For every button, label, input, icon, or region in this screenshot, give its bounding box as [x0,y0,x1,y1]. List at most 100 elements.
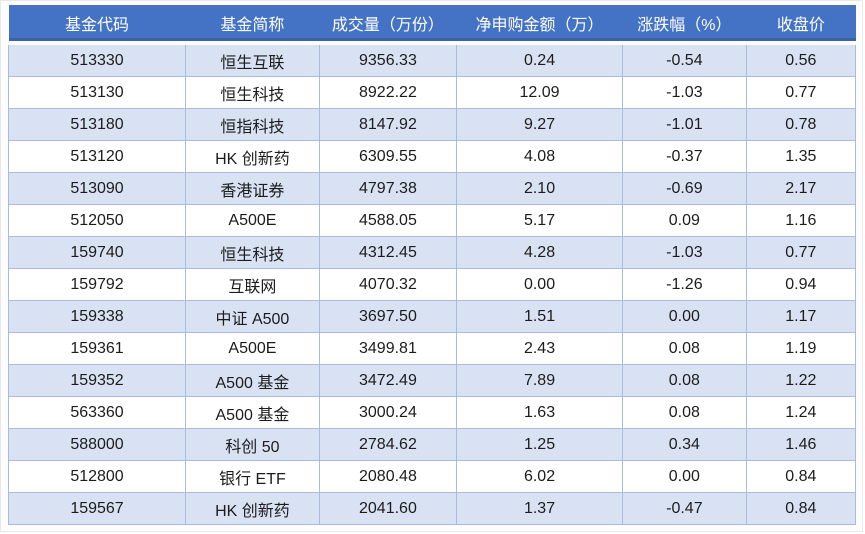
cell-close_price: 0.78 [745,108,857,141]
cell-net_subscription: 0.24 [456,42,624,77]
cell-close_price: 1.35 [745,140,857,173]
cell-net_subscription: 2.43 [456,332,624,365]
cell-change_pct: -1.26 [622,268,747,301]
cell-name: 中证 A500 [185,300,320,333]
cell-volume: 8922.22 [318,76,458,109]
cell-net_subscription: 5.17 [456,204,624,237]
cell-change_pct: -0.37 [622,140,747,173]
cell-code: 588000 [7,428,187,461]
cell-code: 159361 [7,332,187,365]
cell-volume: 4070.32 [318,268,458,301]
cell-net_subscription: 1.37 [456,492,624,525]
cell-name: 香港证券 [185,172,320,205]
table-row: 159352 A500 基金 3472.49 7.89 0.08 1.22 [7,364,857,397]
cell-net_subscription: 1.51 [456,300,624,333]
column-header-net_subscription: 净申购金额（万） [456,5,623,45]
cell-net_subscription: 6.02 [456,460,624,493]
cell-volume: 2784.62 [318,428,458,461]
cell-code: 513130 [7,76,187,109]
cell-close_price: 0.94 [745,268,857,301]
table-row: 159567 HK 创新药 2041.60 1.37 -0.47 0.84 [7,492,857,525]
column-header-name: 基金简称 [185,5,320,45]
cell-close_price: 1.22 [745,364,857,397]
cell-name: A500 基金 [185,396,320,429]
cell-name: A500 基金 [185,364,320,397]
cell-change_pct: -1.01 [622,108,747,141]
cell-volume: 3499.81 [318,332,458,365]
table-row: 159361 A500E 3499.81 2.43 0.08 1.19 [7,332,857,365]
fund-table: 基金代码 基金简称 成交量（万份） 净申购金额（万） 涨跌幅（%） 收盘价 513330 恒… [7,5,857,525]
cell-name: 恒生科技 [185,76,320,109]
cell-close_price: 0.77 [745,236,857,269]
cell-volume: 2041.60 [318,492,458,525]
cell-net_subscription: 2.10 [456,172,624,205]
cell-change_pct: -0.54 [622,42,747,77]
cell-name: HK 创新药 [185,492,320,525]
cell-code: 159352 [7,364,187,397]
table-row: 513330 恒生互联 9356.33 0.24 -0.54 0.56 [7,42,857,77]
cell-change_pct: 0.08 [622,396,747,429]
cell-change_pct: -1.03 [622,76,747,109]
cell-close_price: 0.84 [745,492,857,525]
header-row: 基金代码 基金简称 成交量（万份） 净申购金额（万） 涨跌幅（%） 收盘价 [8,5,856,45]
table-row: 513130 恒生科技 8922.22 12.09 -1.03 0.77 [7,76,857,109]
column-header-close_price: 收盘价 [746,5,856,45]
cell-close_price: 1.19 [745,332,857,365]
cell-code: 512050 [7,204,187,237]
cell-close_price: 1.17 [745,300,857,333]
cell-name: A500E [185,332,320,365]
cell-change_pct: -0.47 [622,492,747,525]
cell-name: 互联网 [185,268,320,301]
table-row: 513120 HK 创新药 6309.55 4.08 -0.37 1.35 [7,140,857,173]
cell-change_pct: 0.09 [622,204,747,237]
cell-volume: 4797.38 [318,172,458,205]
table-body: 513330 恒生互联 9356.33 0.24 -0.54 0.56 513130 恒生科技… [7,42,857,525]
cell-code: 513120 [7,140,187,173]
cell-change_pct: 0.08 [622,332,747,365]
cell-volume: 9356.33 [318,42,458,77]
cell-close_price: 1.16 [745,204,857,237]
cell-change_pct: 0.00 [622,460,747,493]
cell-close_price: 1.46 [745,428,857,461]
cell-change_pct: 0.08 [622,364,747,397]
cell-net_subscription: 0.00 [456,268,624,301]
cell-close_price: 0.56 [745,42,857,77]
cell-net_subscription: 12.09 [456,76,624,109]
cell-name: 恒指科技 [185,108,320,141]
cell-volume: 4312.45 [318,236,458,269]
cell-volume: 3000.24 [318,396,458,429]
cell-code: 159792 [7,268,187,301]
cell-name: 恒生科技 [185,236,320,269]
cell-change_pct: 0.00 [622,300,747,333]
table-row: 588000 科创 50 2784.62 1.25 0.34 1.46 [7,428,857,461]
cell-name: A500E [185,204,320,237]
cell-volume: 3697.50 [318,300,458,333]
table-row: 563360 A500 基金 3000.24 1.63 0.08 1.24 [7,396,857,429]
cell-code: 513180 [7,108,187,141]
cell-name: HK 创新药 [185,140,320,173]
cell-net_subscription: 1.25 [456,428,624,461]
column-header-volume: 成交量（万份） [319,5,457,45]
cell-volume: 6309.55 [318,140,458,173]
table-row: 159338 中证 A500 3697.50 1.51 0.00 1.17 [7,300,857,333]
table-header: 基金代码 基金简称 成交量（万份） 净申购金额（万） 涨跌幅（%） 收盘价 [8,5,856,45]
cell-close_price: 1.24 [745,396,857,429]
cell-volume: 8147.92 [318,108,458,141]
cell-change_pct: -0.69 [622,172,747,205]
cell-code: 563360 [7,396,187,429]
cell-change_pct: -1.03 [622,236,747,269]
cell-close_price: 0.84 [745,460,857,493]
table-row: 512050 A500E 4588.05 5.17 0.09 1.16 [7,204,857,237]
cell-code: 159567 [7,492,187,525]
cell-close_price: 0.77 [745,76,857,109]
table-row: 159792 互联网 4070.32 0.00 -1.26 0.94 [7,268,857,301]
column-header-code: 基金代码 [8,5,186,45]
cell-name: 科创 50 [185,428,320,461]
table-row: 513180 恒指科技 8147.92 9.27 -1.01 0.78 [7,108,857,141]
cell-code: 513330 [7,42,187,77]
table-row: 513090 香港证券 4797.38 2.10 -0.69 2.17 [7,172,857,205]
cell-code: 512800 [7,460,187,493]
cell-code: 159338 [7,300,187,333]
table-row: 159740 恒生科技 4312.45 4.28 -1.03 0.77 [7,236,857,269]
